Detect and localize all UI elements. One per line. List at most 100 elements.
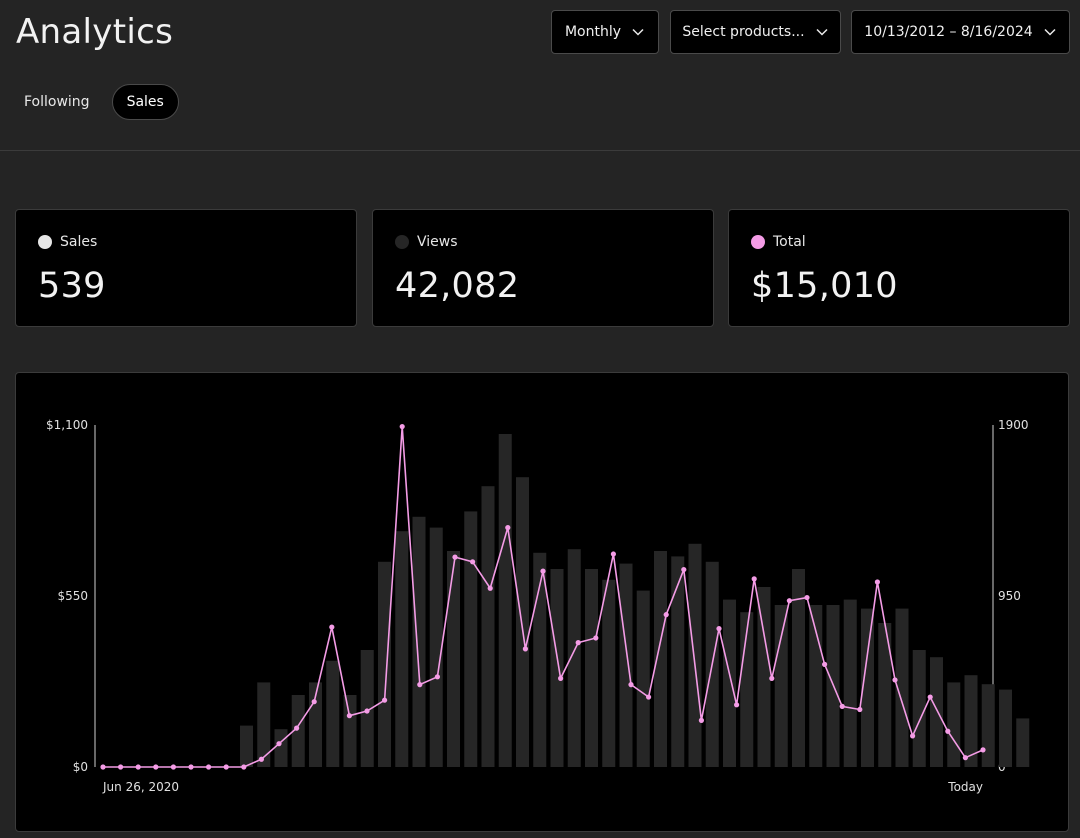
views-bar [792,569,805,767]
x-axis-start-label: Jun 26, 2020 [102,780,179,794]
total-point [874,579,881,585]
right-axis-tick-label: 1900 [998,418,1029,432]
total-point [188,764,194,770]
views-bar [567,549,581,767]
total-point [593,635,599,641]
total-point [118,764,124,770]
header: Analytics Monthly Select products... 10/… [0,0,1080,151]
total-card-label-text: Total [773,234,806,250]
total-point [294,725,300,731]
total-point [153,764,159,770]
views-bar [447,551,460,767]
total-card-value: $15,010 [751,266,898,306]
total-point [434,674,440,680]
total-point [734,702,740,708]
views-card-label-text: Views [417,234,458,250]
views-bar [757,587,771,767]
total-point [329,624,335,630]
date-range-select[interactable]: 10/13/2012 – 8/16/2024 [851,10,1070,54]
views-bar [964,675,978,767]
total-point [575,640,581,646]
total-point [382,697,388,703]
total-point [751,576,757,582]
left-axis-tick-label: $1,100 [46,418,88,432]
views-bar [274,729,288,767]
views-bar [947,682,961,767]
right-axis-tick-label: 950 [998,589,1021,603]
views-bar [481,486,495,767]
views-bar [533,552,547,767]
views-bar [671,556,685,767]
views-legend-dot-icon [395,235,409,249]
total-point [716,626,722,632]
views-bar [550,569,564,767]
total-point [470,559,476,565]
total-point [962,755,969,761]
total-point [505,525,511,531]
total-point [910,733,916,739]
views-bar [843,599,857,767]
products-select-label: Select products... [682,24,805,40]
total-point [822,661,828,667]
page-title: Analytics [16,12,174,52]
total-point [311,699,317,705]
views-bar [343,695,357,767]
views-bar [895,608,909,767]
views-bar [981,684,995,767]
date-range-label: 10/13/2012 – 8/16/2024 [864,24,1033,40]
total-point [241,764,247,770]
products-select[interactable]: Select products... [670,10,841,54]
total-point [100,764,106,770]
total-point [540,568,546,574]
total-point [417,682,423,688]
total-point [980,747,986,753]
views-bar [654,551,667,767]
sales-card-label-text: Sales [60,234,98,250]
total-point [804,594,810,601]
tab-bar: Following Sales [10,84,179,120]
total-point [857,706,863,713]
total-point [399,423,405,430]
views-bar [257,682,271,767]
total-point [258,756,264,762]
tab-sales[interactable]: Sales [111,84,179,120]
views-bar [412,516,426,767]
sales-summary-card: Sales 539 [15,209,357,327]
left-axis-tick-label: $0 [73,760,88,774]
tab-following[interactable]: Following [24,94,90,110]
total-point [663,612,669,618]
views-bar [240,725,253,767]
views-bar [326,660,340,767]
period-select[interactable]: Monthly [551,10,659,54]
chevron-down-icon [632,28,644,36]
total-card-label: Total [751,234,806,250]
total-point [487,585,493,591]
views-bar [930,657,943,767]
views-bar [688,543,702,767]
views-card-value: 42,082 [395,266,520,306]
total-point [206,764,212,770]
total-point [452,554,458,560]
views-bar [999,689,1012,767]
views-bar [774,605,788,767]
total-point [646,694,652,700]
views-bar [498,434,512,767]
total-point [892,677,898,683]
total-point [839,703,845,709]
views-bar [1016,718,1030,767]
total-point [346,713,352,719]
total-point [698,717,705,723]
sales-card-label: Sales [38,234,97,250]
views-bar [878,623,892,767]
views-bar [378,561,391,767]
views-bar [619,563,633,767]
total-point [522,646,528,652]
views-summary-card: Views 42,082 [372,209,714,327]
views-bar [602,579,616,767]
views-bar [516,477,529,767]
views-bar [636,590,650,767]
total-point [276,741,282,747]
total-point [558,675,564,681]
total-legend-dot-icon [751,235,765,249]
